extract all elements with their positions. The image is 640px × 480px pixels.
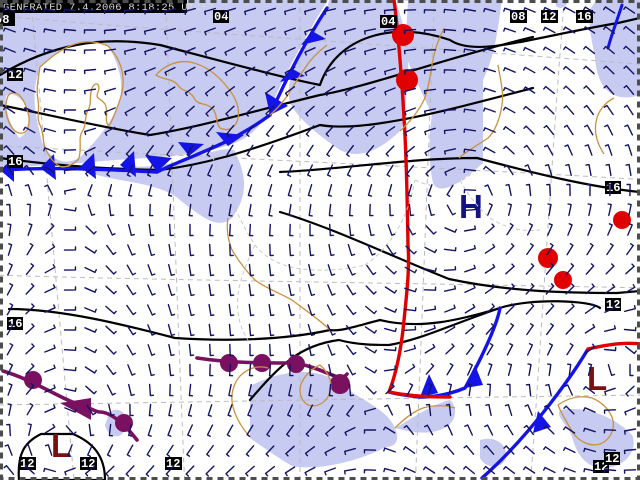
svg-text:16: 16 [577,10,591,24]
svg-text:16: 16 [606,181,620,195]
svg-text:H: H [459,188,483,225]
svg-text:08: 08 [511,10,525,24]
svg-text:L: L [51,427,71,464]
svg-text:12: 12 [605,452,619,466]
svg-text:GENERATED 7.4.2006 8:18:25 UTC: GENERATED 7.4.2006 8:18:25 UTC+2 [3,2,214,14]
svg-text:12: 12 [166,457,180,471]
svg-text:16: 16 [8,155,22,169]
svg-text:04: 04 [381,15,395,29]
svg-text:04: 04 [214,10,228,24]
svg-text:12: 12 [81,457,95,471]
svg-text:12: 12 [20,457,34,471]
